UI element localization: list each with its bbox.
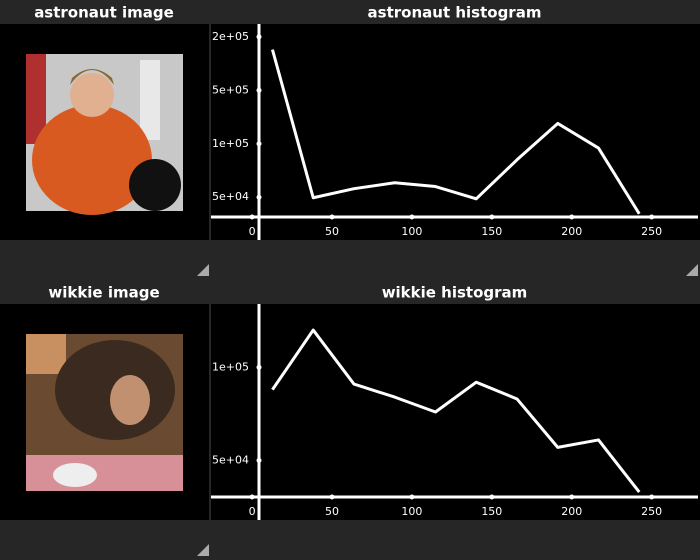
y-tick [256,87,262,93]
y-tick-label: 5e+04 [212,190,249,203]
y-tick-label: 1.5e+05 [202,83,249,96]
plot: 0 50 100 150 200 250 5e+04 1e+05 [211,304,698,520]
y-tick [256,457,262,463]
x-tick-label: 0 [249,225,256,238]
image [26,54,183,215]
x-tick-label: 50 [325,505,339,518]
x-tick-label: 250 [641,505,662,518]
y-tick [256,34,262,40]
y-tick-label: 5e+04 [212,453,249,466]
histogram-line [271,49,641,215]
x-tick-label: 0 [249,505,256,518]
x-tick [489,214,495,220]
panel-title: wikkie histogram [382,284,528,302]
resize-grip[interactable] [197,544,209,556]
y-tick-label: 1e+05 [212,137,249,150]
x-tick [409,494,415,500]
y-tick [256,364,262,370]
panel-title: astronaut image [34,4,174,22]
plot-panel [211,304,700,520]
x-tick [569,494,575,500]
x-tick-label: 100 [401,505,422,518]
panel-title: astronaut histogram [368,4,542,22]
x-tick-label: 50 [325,225,339,238]
x-tick-label: 150 [481,225,502,238]
x-tick [329,214,335,220]
x-tick [649,494,655,500]
y-tick-label: 2e+05 [212,30,249,43]
x-tick [249,214,255,220]
x-tick-label: 200 [561,505,582,518]
y-tick [256,194,262,200]
x-tick-label: 250 [641,225,662,238]
x-tick-label: 150 [481,505,502,518]
x-tick [409,214,415,220]
x-tick [489,494,495,500]
resize-grip[interactable] [686,264,698,276]
x-tick [569,214,575,220]
plot-panel [211,24,700,240]
x-tick-label: 100 [401,225,422,238]
x-tick [249,494,255,500]
y-tick [256,141,262,147]
panel-title: wikkie image [48,284,159,302]
y-tick-label: 1e+05 [212,360,249,373]
histogram-line [271,328,641,493]
x-tick [649,214,655,220]
plot: 0 50 100 150 200 250 5e+04 1e+05 1.5e+05 2e+05 [202,24,698,240]
x-tick [329,494,335,500]
resize-grip[interactable] [197,264,209,276]
image [26,334,183,491]
x-tick-label: 200 [561,225,582,238]
